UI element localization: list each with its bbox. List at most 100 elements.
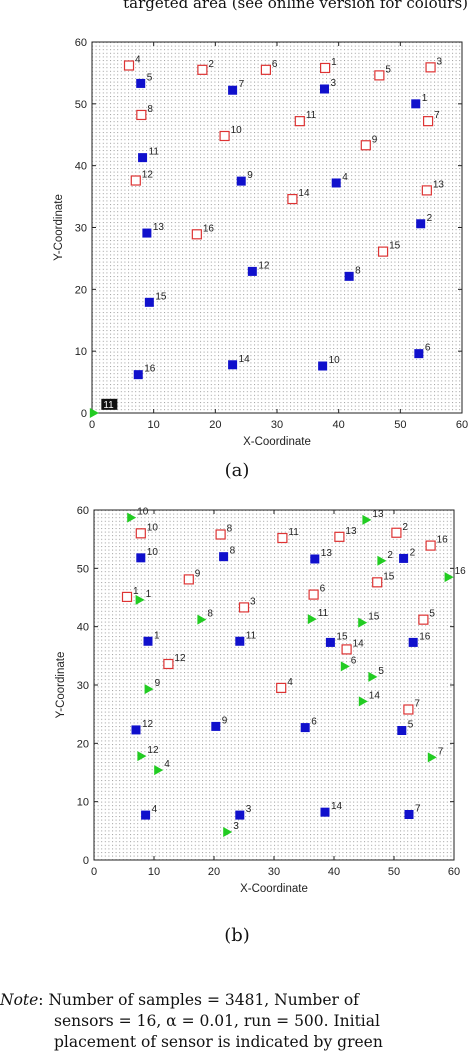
point-label: 7: [438, 746, 444, 757]
point-label: 2: [387, 550, 393, 561]
point-label: 15: [155, 291, 167, 302]
point-label: 3: [250, 596, 256, 607]
initial-sensor-marker: [377, 555, 387, 566]
target-marker: [287, 193, 298, 205]
point-label: 10: [147, 522, 159, 533]
point-label: 12: [142, 170, 154, 181]
point-label: 11: [149, 147, 160, 158]
final-sensor-marker: [133, 370, 143, 380]
point-label: 4: [152, 804, 158, 815]
y-tick-label: 0: [81, 408, 87, 420]
note-line2: sensors = 16, α = 0.01, run = 500. Initi…: [54, 1012, 380, 1030]
point-label: 4: [135, 54, 141, 65]
target-marker: [391, 527, 402, 538]
point-label: 8: [355, 265, 361, 276]
point-label: 10: [137, 507, 149, 518]
point-label: 15: [383, 571, 395, 582]
target-marker: [341, 644, 352, 655]
target-marker: [425, 540, 436, 551]
point-label: 13: [372, 509, 384, 520]
final-sensor-marker: [136, 553, 146, 563]
scatter-plot-a: 0 10 20 30 40 50 60 0 10 20 30 40 50 60 X-Coordinate Y-…: [53, 37, 468, 448]
target-marker: [425, 62, 436, 73]
y-tick-label: 0: [83, 855, 89, 867]
point-label: 7: [434, 110, 440, 121]
top-caption: targeted area (see online version for co…: [123, 0, 468, 12]
target-marker: [215, 529, 226, 540]
point-label: 12: [147, 745, 159, 756]
point-label: 3: [246, 804, 252, 815]
overlap-annotation: 11: [103, 400, 114, 411]
target-marker: [238, 602, 250, 613]
point-label: 2: [410, 547, 416, 558]
point-label: 2: [427, 213, 433, 224]
note-line3: placement of sensor is indicated by gree…: [54, 1033, 383, 1051]
y-axis-label: Y-Coordinate: [53, 194, 65, 261]
point-label: 1: [154, 630, 160, 641]
y-tick-label: 10: [75, 346, 87, 358]
final-sensor-marker: [142, 228, 152, 238]
point-label: 2: [208, 59, 214, 70]
target-marker: [320, 62, 331, 74]
point-label: 15: [368, 612, 380, 623]
point-label: 12: [174, 653, 186, 664]
final-sensor-marker: [404, 810, 414, 819]
point-label: 8: [230, 546, 236, 557]
point-label: 7: [415, 804, 421, 815]
target-marker: [421, 185, 432, 196]
y-tick-label: 50: [77, 563, 89, 575]
target-marker: [135, 528, 146, 539]
final-sensor-marker: [300, 723, 310, 733]
initial-sensor-marker: [135, 594, 145, 605]
point-label: 16: [455, 566, 467, 577]
initial-sensor-marker: [340, 661, 350, 672]
x-tick-label: 30: [268, 866, 280, 878]
final-sensor-marker: [399, 553, 409, 563]
initial-sensor-marker: [223, 827, 233, 837]
x-tick-label: 50: [394, 419, 406, 431]
final-sensor-marker: [211, 721, 221, 731]
initial-sensor-marker: [307, 614, 317, 625]
point-label: 1: [133, 586, 139, 597]
point-label: 6: [311, 717, 317, 728]
point-label: 4: [287, 677, 293, 688]
point-label: 16: [144, 364, 156, 375]
point-label: 12: [258, 260, 270, 271]
x-axis-label: X-Coordinate: [243, 436, 311, 448]
note-label: Note: [0, 991, 39, 1009]
point-label: 14: [239, 354, 251, 365]
point-label: 1: [331, 57, 337, 68]
y-tick-label: 60: [77, 505, 89, 517]
target-marker: [121, 591, 133, 603]
dotted-grid: [92, 42, 462, 413]
initial-sensor-marker: [358, 617, 368, 628]
target-marker: [403, 704, 414, 715]
point-label: 1: [422, 93, 428, 104]
target-marker: [418, 614, 429, 625]
final-sensor-marker: [416, 219, 426, 229]
point-label: 6: [425, 343, 431, 354]
final-sensor-marker: [236, 176, 246, 186]
y-tick-label: 30: [75, 223, 87, 235]
point-label: 4: [164, 759, 170, 770]
final-sensor-marker: [397, 726, 407, 735]
target-marker: [308, 589, 319, 600]
target-marker: [372, 577, 383, 588]
y-tick-label: 10: [77, 797, 89, 809]
x-tick-label: 40: [328, 866, 340, 878]
final-sensor-marker: [219, 552, 229, 562]
x-tick-label: 20: [208, 866, 220, 878]
point-label: 15: [389, 241, 401, 252]
x-tick-label: 40: [333, 419, 345, 431]
target-marker: [260, 64, 271, 75]
final-sensor-marker: [344, 271, 354, 281]
final-sensor-marker: [228, 360, 238, 370]
x-tick-label: 0: [91, 866, 97, 878]
point-label: 6: [272, 59, 278, 70]
y-tick-label: 40: [75, 161, 87, 173]
final-sensor-marker: [138, 153, 148, 163]
initial-sensor-marker: [358, 696, 368, 707]
target-marker: [377, 246, 389, 257]
dotted-grid: [94, 510, 454, 860]
target-marker: [294, 116, 305, 127]
